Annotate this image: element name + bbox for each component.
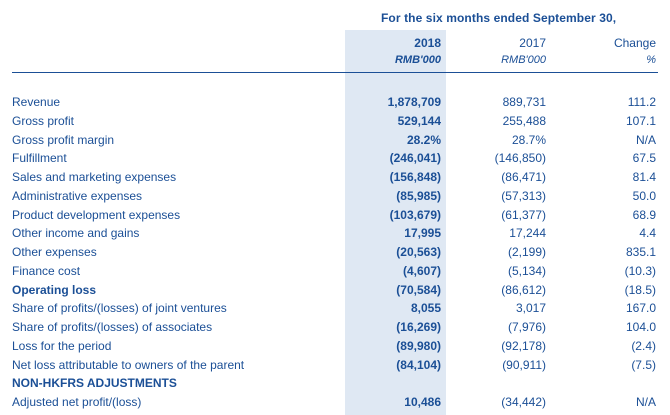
change-header: Change [613,36,656,50]
value-change: 68.9 [632,208,656,222]
value-2018: (103,679) [389,208,441,222]
table-row: Adjusted net profit/(loss) 10,486 (34,442)… [0,395,670,413]
table-row: Sales and marketing expenses (156,848) (86… [0,170,670,188]
value-change: (10.3) [624,264,656,278]
value-2017: (57,313) [501,189,546,203]
value-2017: (7,976) [507,320,546,334]
row-label: Revenue [12,95,61,109]
value-2018: 10,486 [404,395,441,409]
highlight-column-2018 [345,30,446,415]
value-2018: (16,269) [396,320,441,334]
value-2017: (34,442) [501,395,546,409]
table-row: Other income and gains 17,995 17,244 4.4 [0,226,670,244]
row-label: Other income and gains [12,226,140,240]
value-2017: (86,612) [501,283,546,297]
value-change: 167.0 [625,301,656,315]
value-2017: 17,244 [509,226,546,240]
row-label: Net loss attributable to owners of the p… [12,358,245,372]
value-2017: (2,199) [507,245,546,259]
value-change: 835.1 [625,245,656,259]
unit-change: % [646,54,656,66]
value-2017: 255,488 [502,114,546,128]
value-change: 4.4 [639,226,656,240]
table-row: Operating loss (70,584) (86,612) (18.5) [0,283,670,301]
value-change: (2.4) [631,339,656,353]
table-row: Fulfillment (246,041) (146,850) 67.5 [0,151,670,169]
value-change: N/A [635,133,656,147]
value-2018: 1,878,709 [387,95,441,109]
row-label: Gross profit margin [12,133,115,147]
value-2017: (5,134) [507,264,546,278]
row-label: Operating loss [12,283,97,297]
value-2018: (156,848) [389,170,441,184]
table-row: Revenue 1,878,709 889,731 111.2 [0,95,670,113]
header-rule [12,72,658,73]
row-label: Loss for the period [12,339,112,353]
table-row: Share of profits/(losses) of joint ventu… [0,301,670,319]
table-row: Loss for the period (89,980) (92,178) (2.4) [0,339,670,357]
value-change: (18.5) [624,283,656,297]
row-label: Adjusted net profit/(loss) [12,395,142,409]
table-row: Other expenses (20,563) (2,199) 835.1 [0,245,670,263]
row-label: Product development expenses [12,208,181,222]
row-label: Share of profits/(losses) of associates [12,320,213,334]
table-row: Gross profit margin 28.2% 28.7% N/A [0,133,670,151]
year-2018-header: 2018 [414,36,441,50]
value-2017: (61,377) [501,208,546,222]
value-change: 107.1 [625,114,656,128]
value-2018: (89,980) [396,339,441,353]
value-change: N/A [635,395,656,409]
table-row: Product development expenses (103,679) (61… [0,208,670,226]
value-change: 111.2 [627,95,656,109]
row-label: Other expenses [12,245,97,259]
value-2018: 17,995 [404,226,441,240]
value-2017: (86,471) [501,170,546,184]
value-2018: (84,104) [396,358,441,372]
row-label: Share of profits/(losses) of joint ventu… [12,301,227,315]
unit-2017: RMB'000 [501,54,546,66]
value-2017: 28.7% [511,133,546,147]
value-2018: (20,563) [396,245,441,259]
row-label: NON-HKFRS ADJUSTMENTS [12,376,177,390]
value-change: 104.0 [625,320,656,334]
table-row: Finance cost (4,607) (5,134) (10.3) [0,264,670,282]
row-label: Administrative expenses [12,189,143,203]
table-row: Gross profit 529,144 255,488 107.1 [0,114,670,132]
table-row: Administrative expenses (85,985) (57,313) 5… [0,189,670,207]
value-2018: 8,055 [410,301,441,315]
value-2018: (246,041) [389,151,441,165]
row-label: Gross profit [12,114,75,128]
unit-2018: RMB'000 [394,54,441,66]
row-label: Sales and marketing expenses [12,170,177,184]
year-2017-header: 2017 [519,36,546,50]
value-change: 50.0 [632,189,656,203]
table-row: NON-HKFRS ADJUSTMENTS [0,376,670,394]
value-change: (7.5) [631,358,656,372]
table-row: Net loss attributable to owners of the p… [0,358,670,376]
value-2017: 3,017 [515,301,546,315]
value-change: 81.4 [632,170,656,184]
table-row: Share of profits/(losses) of associates (… [0,320,670,338]
value-change: 67.5 [632,151,656,165]
value-2018: (85,985) [396,189,441,203]
value-2018: 529,144 [397,114,441,128]
period-heading: For the six months ended September 30, [381,11,617,25]
value-2017: (146,850) [494,151,546,165]
value-2017: (90,911) [502,358,546,372]
value-2017: 889,731 [502,95,546,109]
row-label: Fulfillment [12,151,67,165]
value-2017: (92,178) [501,339,546,353]
value-2018: (70,584) [396,283,441,297]
row-label: Finance cost [12,264,81,278]
value-2018: (4,607) [402,264,441,278]
value-2018: 28.2% [406,133,441,147]
